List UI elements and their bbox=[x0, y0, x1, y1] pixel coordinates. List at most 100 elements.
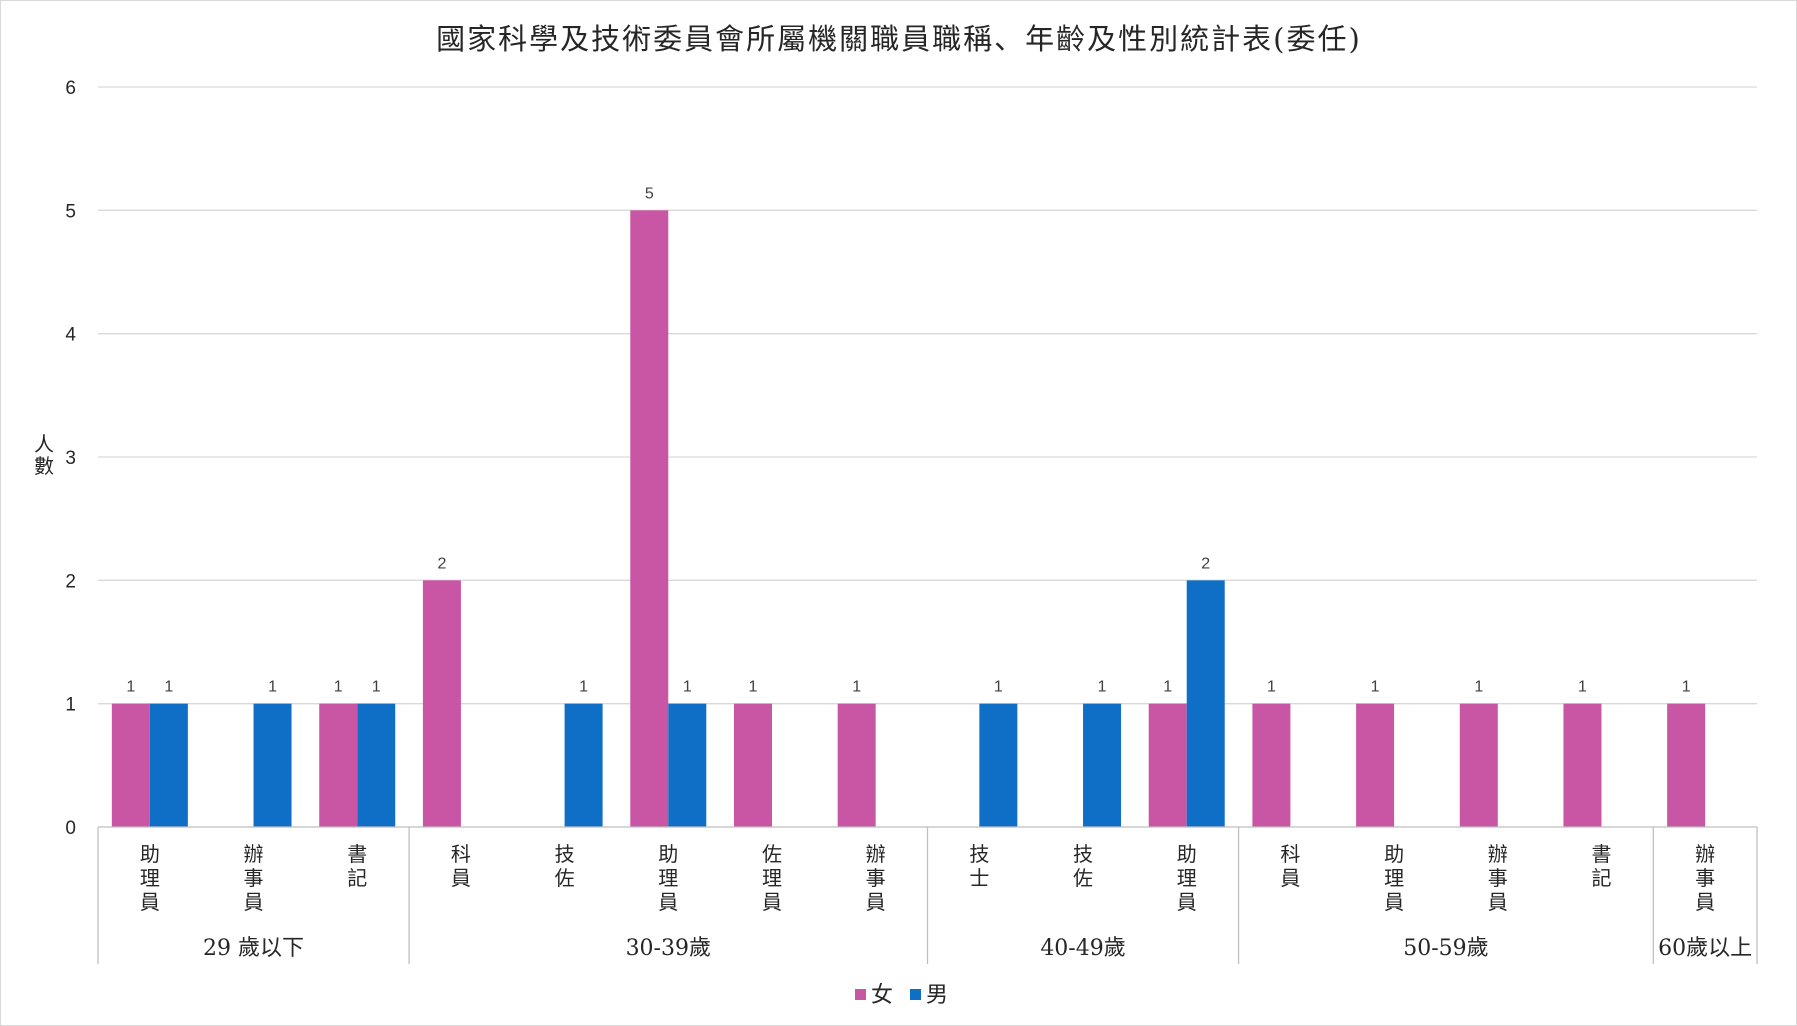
category-label-char: 員 bbox=[1488, 890, 1508, 914]
legend-label: 男 bbox=[926, 983, 948, 1008]
y-tick-label: 0 bbox=[65, 818, 76, 839]
group-label: 30-39歲 bbox=[626, 936, 711, 961]
y-tick-label: 5 bbox=[65, 201, 76, 222]
group-label: 40-49歲 bbox=[1040, 936, 1125, 961]
legend-swatch bbox=[855, 989, 866, 1000]
category-label-char: 員 bbox=[762, 890, 782, 914]
data-label: 1 bbox=[579, 679, 588, 696]
data-label: 1 bbox=[1371, 679, 1380, 696]
category-label-char: 科 bbox=[1280, 842, 1300, 866]
category-label-char: 士 bbox=[969, 866, 989, 890]
category-label-char: 員 bbox=[1695, 890, 1715, 914]
y-axis-label-char: 數 bbox=[34, 454, 54, 478]
legend: 女男 bbox=[855, 983, 948, 1008]
gridlines: 0 1 2 3 4 5 6 bbox=[65, 78, 1757, 839]
category-label-char: 員 bbox=[1177, 890, 1197, 914]
category-label-char: 助 bbox=[140, 842, 160, 866]
category-label-char: 員 bbox=[1384, 890, 1404, 914]
bar-female bbox=[1148, 703, 1187, 827]
category-label-char: 事 bbox=[1695, 866, 1715, 890]
data-label: 1 bbox=[126, 679, 135, 696]
bar-female bbox=[111, 703, 150, 827]
category-label-char: 員 bbox=[140, 890, 160, 914]
category-label-char: 理 bbox=[658, 866, 678, 890]
bar-female bbox=[1563, 703, 1602, 827]
category-label-char: 佐 bbox=[555, 866, 575, 890]
bar-male bbox=[149, 703, 188, 827]
y-axis-label: 人數 bbox=[34, 432, 54, 478]
category-label-char: 員 bbox=[1280, 866, 1300, 890]
bar-female bbox=[1356, 703, 1395, 827]
bar-female bbox=[837, 703, 876, 827]
category-label-char: 辦 bbox=[1488, 842, 1508, 866]
category-label-char: 書 bbox=[347, 842, 367, 866]
category-label-char: 員 bbox=[658, 890, 678, 914]
legend-swatch bbox=[910, 989, 921, 1000]
category-label-char: 理 bbox=[1384, 866, 1404, 890]
category-label-char: 員 bbox=[866, 890, 886, 914]
category-label-char: 書 bbox=[1591, 842, 1611, 866]
bar-female bbox=[733, 703, 772, 827]
bar-female bbox=[630, 210, 669, 828]
category-label-char: 助 bbox=[658, 842, 678, 866]
data-label: 1 bbox=[852, 679, 861, 696]
bar-female bbox=[319, 703, 358, 827]
category-label-char: 理 bbox=[1177, 866, 1197, 890]
group-label: 29 歲以下 bbox=[203, 936, 304, 961]
category-label-char: 佐 bbox=[762, 842, 782, 866]
bar-female bbox=[422, 580, 461, 827]
bar-male bbox=[1083, 703, 1122, 827]
bar-female bbox=[1252, 703, 1291, 827]
y-tick-label: 1 bbox=[65, 695, 76, 716]
y-tick-label: 6 bbox=[65, 78, 76, 99]
data-label: 1 bbox=[268, 679, 277, 696]
y-tick-label: 3 bbox=[65, 448, 76, 469]
data-label: 1 bbox=[372, 679, 381, 696]
bar-female bbox=[1667, 703, 1706, 827]
bar-male bbox=[253, 703, 292, 827]
data-label: 1 bbox=[1682, 679, 1691, 696]
data-label: 1 bbox=[994, 679, 1003, 696]
bar-male bbox=[564, 703, 603, 827]
category-label-char: 理 bbox=[140, 866, 160, 890]
data-label: 1 bbox=[1474, 679, 1483, 696]
x-axis: 助理員辦事員書記科員技佐助理員佐理員辦事員技士技佐助理員科員助理員辦事員書記辦事… bbox=[97, 826, 1758, 964]
category-label-char: 助 bbox=[1384, 842, 1404, 866]
category-label-char: 佐 bbox=[1073, 866, 1093, 890]
category-label-char: 理 bbox=[762, 866, 782, 890]
legend-label: 女 bbox=[871, 983, 893, 1008]
data-label: 1 bbox=[1267, 679, 1276, 696]
chart-title: 國家科學及技術委員會所屬機關職員職稱、年齡及性別統計表(委任) bbox=[436, 22, 1362, 56]
group-label: 60歲以上 bbox=[1658, 936, 1752, 961]
category-label-char: 科 bbox=[451, 842, 471, 866]
bars: 1 1 1 1 1 2 1 5 1 1 1 1 1 1 2 1 1 1 1 1 bbox=[111, 185, 1706, 828]
data-label: 1 bbox=[164, 679, 173, 696]
category-label-char: 員 bbox=[451, 866, 471, 890]
y-tick-label: 4 bbox=[65, 325, 76, 346]
category-label-char: 技 bbox=[969, 842, 989, 866]
bar-female bbox=[1459, 703, 1498, 827]
category-label-char: 技 bbox=[1073, 842, 1093, 866]
data-label: 1 bbox=[1578, 679, 1587, 696]
category-label-char: 事 bbox=[244, 866, 264, 890]
data-label: 2 bbox=[437, 555, 446, 572]
category-label-char: 記 bbox=[347, 866, 367, 890]
data-label: 1 bbox=[1098, 679, 1107, 696]
category-label-char: 辦 bbox=[866, 842, 886, 866]
category-label-char: 事 bbox=[866, 866, 886, 890]
data-label: 1 bbox=[334, 679, 343, 696]
group-label: 50-59歲 bbox=[1403, 936, 1488, 961]
bar-male bbox=[668, 703, 707, 827]
category-label-char: 助 bbox=[1177, 842, 1197, 866]
data-label: 1 bbox=[749, 679, 758, 696]
category-label-char: 辦 bbox=[244, 842, 264, 866]
data-label: 5 bbox=[645, 185, 654, 202]
category-label-char: 員 bbox=[244, 890, 264, 914]
category-label-char: 技 bbox=[555, 842, 575, 866]
bar-male bbox=[357, 703, 396, 827]
bar-male bbox=[1186, 580, 1225, 827]
category-label-char: 事 bbox=[1488, 866, 1508, 890]
y-axis-label-char: 人 bbox=[34, 432, 54, 456]
